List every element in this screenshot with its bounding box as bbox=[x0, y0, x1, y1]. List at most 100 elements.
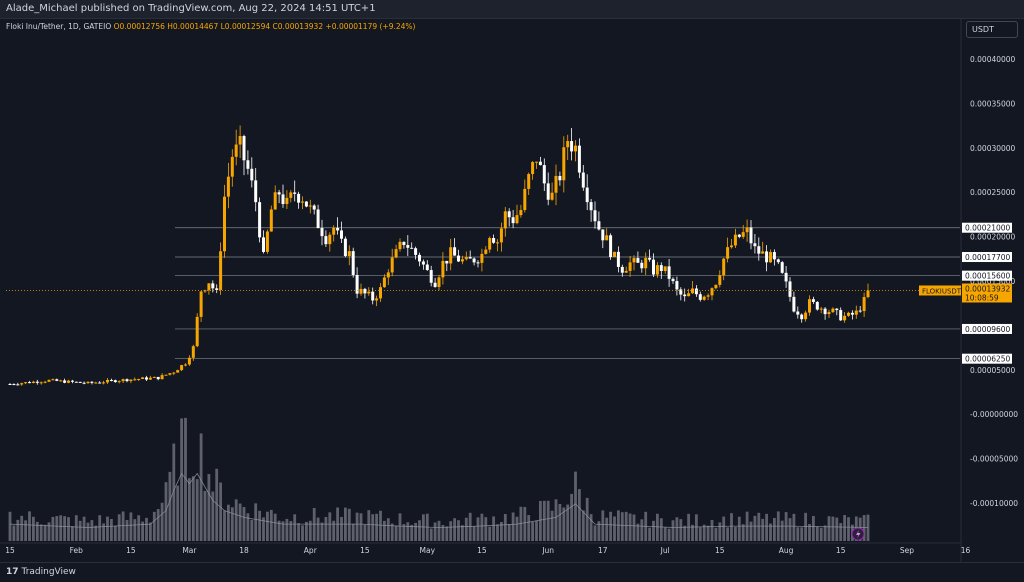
countdown-label: 10:08:59 bbox=[965, 293, 999, 302]
volume-bar-11 bbox=[51, 516, 55, 541]
volume-bar-16 bbox=[71, 526, 74, 541]
volume-bar-52 bbox=[211, 491, 215, 541]
candle-body-153 bbox=[605, 235, 609, 241]
candle-body-45 bbox=[184, 364, 187, 366]
volume-bar-192 bbox=[757, 512, 761, 541]
volume-bar-103 bbox=[410, 524, 414, 541]
volume-bar-209 bbox=[823, 525, 827, 541]
y-tick-label-9: -0.00010000 bbox=[970, 499, 1018, 508]
last-price-badge bbox=[962, 283, 1012, 303]
candle-body-60 bbox=[242, 136, 246, 161]
x-tick-label-14: 15 bbox=[836, 546, 846, 555]
candle-body-33 bbox=[137, 379, 141, 381]
candle-body-69 bbox=[277, 192, 281, 195]
volume-bar-115 bbox=[457, 520, 460, 541]
volume-bar-4 bbox=[24, 520, 27, 541]
candle-body-106 bbox=[421, 261, 425, 265]
volume-bar-181 bbox=[714, 527, 718, 541]
candle-body-58 bbox=[234, 144, 238, 157]
candle-body-195 bbox=[769, 252, 772, 263]
candle-body-100 bbox=[398, 241, 402, 250]
candle-body-24 bbox=[102, 382, 106, 384]
volume-bar-186 bbox=[734, 526, 737, 541]
candle-body-144 bbox=[570, 141, 574, 152]
candle-body-194 bbox=[765, 251, 769, 263]
volume-bar-17 bbox=[74, 515, 78, 541]
candle-body-197 bbox=[776, 259, 780, 263]
volume-bar-219 bbox=[862, 515, 866, 541]
candle-body-15 bbox=[67, 380, 70, 383]
volume-bar-176 bbox=[695, 514, 698, 541]
candle-body-42 bbox=[172, 372, 176, 374]
volume-bar-152 bbox=[601, 510, 605, 541]
volume-bar-157 bbox=[620, 512, 624, 541]
level-badge-2 bbox=[962, 270, 1012, 281]
volume-bar-63 bbox=[254, 503, 258, 541]
volume-bar-6 bbox=[32, 516, 35, 541]
candle-body-172 bbox=[679, 289, 683, 295]
volume-bar-42 bbox=[172, 443, 176, 541]
volume-bar-12 bbox=[55, 516, 59, 541]
candle-body-207 bbox=[815, 301, 819, 310]
candle-body-95 bbox=[379, 287, 382, 299]
candle-body-157 bbox=[620, 266, 624, 273]
candle-body-136 bbox=[538, 161, 542, 166]
y-tick-label-1: 0.00035000 bbox=[970, 99, 1016, 108]
candle-body-6 bbox=[31, 381, 35, 383]
candle-body-78 bbox=[312, 205, 316, 210]
volume-bar-89 bbox=[355, 512, 359, 541]
volume-bar-83 bbox=[332, 520, 336, 541]
x-tick-label-0: 15 bbox=[5, 546, 15, 555]
candle-body-128 bbox=[507, 211, 511, 218]
y-tick-label-2: 0.00030000 bbox=[970, 144, 1016, 153]
candle-body-40 bbox=[164, 374, 168, 376]
candle-body-168 bbox=[663, 266, 667, 271]
candle-body-101 bbox=[402, 241, 406, 246]
volume-bar-44 bbox=[180, 418, 183, 541]
volume-bar-155 bbox=[613, 516, 616, 541]
volume-bar-195 bbox=[769, 523, 772, 541]
volume-bar-99 bbox=[394, 525, 398, 541]
level-badge-4 bbox=[962, 353, 1012, 364]
volume-bar-33 bbox=[137, 515, 141, 541]
candle-body-200 bbox=[788, 281, 792, 297]
ohlc-legend: Floki Inu/Tether, 1D, GATEIO O0.00012756… bbox=[6, 22, 415, 31]
volume-bar-190 bbox=[749, 521, 753, 541]
candle-body-34 bbox=[141, 377, 145, 380]
high-value: H0.00014467 bbox=[167, 22, 219, 31]
candle-body-141 bbox=[558, 175, 562, 181]
volume-bar-175 bbox=[691, 524, 694, 541]
candle-body-54 bbox=[219, 251, 223, 290]
x-tick-label-15: Sep bbox=[900, 546, 914, 555]
candle-body-84 bbox=[336, 227, 340, 231]
currency-button[interactable]: USDT bbox=[966, 21, 1018, 38]
volume-bar-105 bbox=[418, 520, 421, 541]
candle-body-145 bbox=[574, 145, 577, 152]
candle-body-68 bbox=[273, 192, 277, 210]
candle-body-9 bbox=[43, 381, 47, 383]
volume-bar-22 bbox=[94, 525, 98, 541]
volume-bar-167 bbox=[659, 518, 663, 541]
volume-bar-170 bbox=[671, 520, 675, 541]
candle-body-143 bbox=[566, 141, 570, 148]
candle-body-57 bbox=[230, 156, 234, 177]
volume-bar-98 bbox=[390, 523, 394, 541]
candle-body-166 bbox=[655, 265, 659, 275]
open-value: O0.00012756 bbox=[113, 22, 165, 31]
volume-bar-75 bbox=[301, 525, 304, 541]
candle-body-7 bbox=[35, 381, 39, 383]
symbol-badge bbox=[919, 285, 961, 296]
x-tick-label-6: 15 bbox=[360, 546, 370, 555]
candle-body-208 bbox=[819, 308, 823, 310]
candle-body-126 bbox=[499, 228, 503, 243]
candle-body-182 bbox=[718, 275, 722, 285]
candle-body-85 bbox=[340, 230, 343, 239]
volume-bar-201 bbox=[792, 513, 796, 541]
volume-bar-27 bbox=[113, 525, 117, 541]
x-tick-label-4: 18 bbox=[239, 546, 249, 555]
candle-body-61 bbox=[246, 160, 250, 169]
candle-body-14 bbox=[63, 380, 67, 383]
volume-bar-135 bbox=[535, 520, 538, 541]
candle-body-107 bbox=[425, 264, 429, 271]
